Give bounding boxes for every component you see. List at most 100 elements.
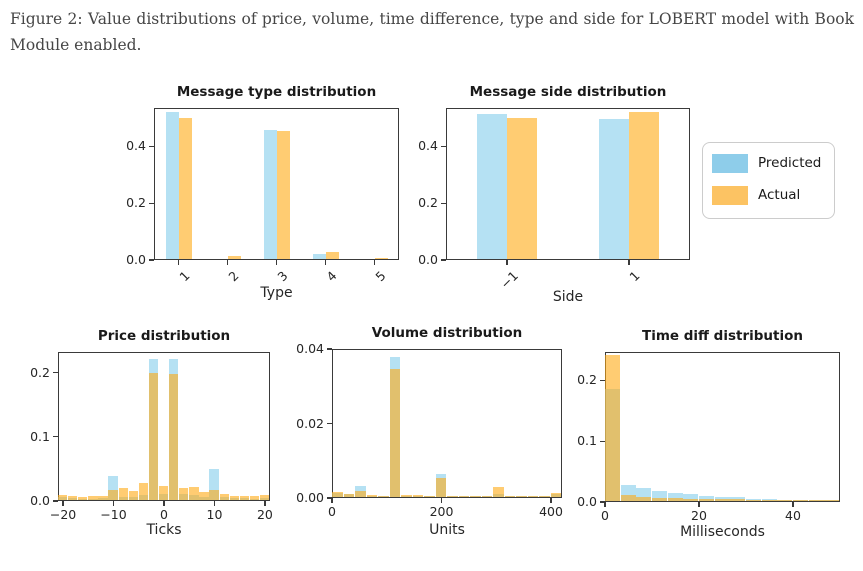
y-tick	[149, 145, 154, 147]
hist-bar-actual	[332, 492, 343, 497]
hist-bar-actual	[620, 494, 636, 501]
x-tick-label: −10	[100, 507, 127, 522]
hist-bar-actual	[777, 499, 793, 501]
x-tick-label: 20	[256, 507, 273, 522]
x-tick-label: 200	[429, 504, 454, 519]
chart-title-side: Message side distribution	[469, 84, 667, 100]
hist-bar-predicted	[209, 469, 219, 500]
hist-bar-actual	[714, 499, 730, 501]
hist-bar-actual	[389, 368, 401, 497]
hist-bar-actual	[219, 493, 229, 500]
y-tick-label: 0.0	[418, 252, 438, 267]
hist-bar-actual	[259, 494, 270, 500]
bar-actual	[629, 112, 659, 259]
x-tick	[792, 502, 794, 507]
hist-bar-actual	[189, 487, 199, 500]
y-tick	[327, 348, 332, 350]
x-tick	[163, 501, 165, 506]
bar-predicted	[477, 113, 507, 259]
hist-bar-actual	[355, 491, 366, 497]
x-tick-text: 4	[322, 268, 340, 285]
hist-bar-actual	[209, 489, 219, 500]
y-tick-label: 0.4	[418, 138, 438, 154]
y-tick	[600, 379, 605, 381]
chart-title-time: Time diff distribution	[642, 328, 803, 344]
chart-title-price: Price distribution	[97, 328, 231, 344]
hist-bar-predicted	[667, 493, 683, 501]
y-tick	[441, 202, 446, 204]
x-tick	[440, 498, 443, 503]
hist-bar-actual	[793, 499, 808, 501]
hist-bar-actual	[435, 478, 447, 497]
hist-bar-actual	[527, 496, 539, 497]
bar-predicted	[599, 118, 629, 259]
y-tick	[53, 436, 58, 438]
x-tick-text: 5	[371, 268, 389, 285]
bar-predicted	[263, 129, 277, 259]
chart-title-type: Message type distribution	[176, 84, 377, 100]
hist-bar-actual	[424, 495, 435, 497]
x-tick	[506, 260, 508, 265]
hist-bar-actual	[667, 497, 683, 501]
bar-predicted	[312, 254, 326, 259]
y-tick	[600, 440, 605, 442]
y-tick	[441, 145, 446, 147]
x-axis-label-type: Type	[260, 285, 293, 301]
hist-bar-actual	[493, 486, 504, 497]
hist-bar-actual	[550, 492, 562, 497]
x-tick-label: 0	[160, 507, 168, 522]
y-tick-label: 0.02	[296, 415, 324, 431]
hist-bar-actual	[148, 373, 159, 500]
y-tick	[149, 259, 154, 261]
hist-bar-actual	[199, 491, 209, 500]
y-tick-label: 0.04	[296, 341, 324, 356]
hist-bar-predicted	[730, 497, 746, 501]
x-tick	[604, 502, 606, 507]
bar-actual	[276, 130, 290, 259]
legend: Predicted Actual	[702, 142, 835, 219]
hist-bar-actual	[58, 494, 68, 500]
hist-bar-actual	[447, 495, 458, 497]
x-axis-label-price: Ticks	[146, 522, 182, 538]
x-tick	[698, 502, 700, 507]
hist-bar-actual	[458, 495, 470, 497]
y-tick-label: 0.2	[126, 195, 146, 211]
y-tick-label: 0.2	[418, 195, 438, 211]
x-tick-text: 1	[626, 268, 643, 285]
legend-item-actual: Actual	[712, 185, 800, 205]
hist-bar-actual	[652, 497, 667, 501]
x-tick-label: 20	[691, 508, 707, 523]
hist-bar-actual	[412, 494, 424, 497]
hist-bar-predicted	[714, 496, 730, 501]
hist-bar-actual	[481, 495, 493, 497]
x-tick-text: 1	[175, 268, 193, 285]
y-tick	[53, 371, 58, 374]
x-tick-label: 40	[785, 508, 801, 523]
hist-bar-actual	[516, 496, 527, 497]
hist-bar-actual	[249, 496, 260, 500]
hist-bar-actual	[808, 499, 824, 501]
x-tick-text: 2	[224, 268, 242, 285]
figure-caption: Figure 2: Value distributions of price, …	[10, 10, 854, 54]
x-tick-label: 0	[328, 504, 336, 519]
y-tick	[600, 501, 605, 503]
hist-bar-actual	[699, 498, 714, 501]
y-tick	[149, 202, 154, 204]
hist-bar-actual	[229, 495, 239, 500]
hist-bar-actual	[98, 495, 108, 500]
y-tick	[327, 422, 332, 425]
bar-actual	[507, 118, 537, 259]
x-tick	[112, 501, 115, 506]
plot-area-price	[58, 352, 270, 501]
legend-item-predicted: Predicted	[712, 153, 821, 173]
x-tick	[213, 501, 216, 506]
legend-label-actual: Actual	[758, 187, 801, 203]
hist-bar-actual	[68, 496, 78, 500]
x-axis-label-side: Side	[552, 289, 584, 305]
x-tick	[264, 501, 266, 506]
legend-label-predicted: Predicted	[758, 155, 822, 171]
hist-bar-actual	[138, 482, 149, 500]
hist-bar-actual	[128, 491, 138, 500]
y-tick	[441, 259, 446, 261]
